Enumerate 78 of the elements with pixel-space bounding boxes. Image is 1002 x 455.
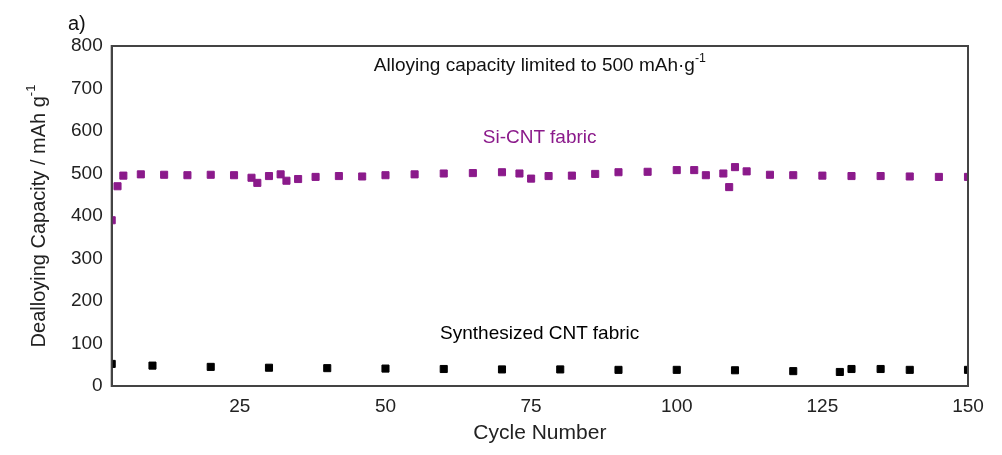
point xyxy=(730,163,740,172)
point xyxy=(672,365,681,374)
series-label: Si-CNT fabric xyxy=(482,125,597,147)
y-axis-title: Dealloying Capacity / mAh g-1 xyxy=(23,84,50,348)
point xyxy=(789,367,798,376)
point xyxy=(468,169,477,178)
point xyxy=(439,364,448,374)
point xyxy=(381,171,390,180)
point xyxy=(527,174,536,183)
point xyxy=(497,365,507,374)
point xyxy=(789,171,798,180)
point xyxy=(410,170,419,179)
point xyxy=(136,170,145,179)
y-tick-label: 300 xyxy=(71,246,103,268)
point xyxy=(515,169,524,178)
point xyxy=(905,172,914,181)
point xyxy=(276,170,285,179)
point xyxy=(876,172,885,181)
x-axis-title: Cycle Number xyxy=(473,420,607,444)
point xyxy=(591,169,600,178)
point xyxy=(264,363,274,372)
point xyxy=(672,166,681,175)
x-tick-label: 100 xyxy=(660,394,693,416)
point xyxy=(614,168,623,177)
y-tick-label: 0 xyxy=(92,374,103,396)
point xyxy=(497,168,507,177)
point xyxy=(567,171,576,180)
y-tick-label: 800 xyxy=(71,34,103,56)
point xyxy=(439,169,448,178)
y-tick-label: 400 xyxy=(71,204,103,226)
point xyxy=(544,172,553,181)
point xyxy=(701,171,710,180)
point xyxy=(148,361,157,370)
point xyxy=(614,365,623,374)
point xyxy=(847,172,856,181)
point xyxy=(725,183,734,192)
point xyxy=(206,362,215,371)
point xyxy=(253,178,262,187)
point xyxy=(358,172,367,181)
point xyxy=(206,170,215,179)
y-tick-label: 100 xyxy=(71,331,103,353)
y-tick-label: 700 xyxy=(71,76,103,98)
point xyxy=(905,365,914,374)
point xyxy=(730,366,740,375)
point xyxy=(847,364,856,374)
point xyxy=(323,364,332,373)
point xyxy=(113,182,122,191)
point xyxy=(742,167,751,176)
point xyxy=(556,365,565,374)
chart-title: a) xyxy=(68,11,86,34)
point xyxy=(183,171,192,180)
point xyxy=(719,169,728,178)
x-tick-label: 50 xyxy=(374,394,397,416)
point xyxy=(229,171,239,180)
series-label: Synthesized CNT fabric xyxy=(440,322,640,344)
y-tick-label: 200 xyxy=(71,289,103,311)
y-tick-label: 600 xyxy=(71,119,103,141)
point xyxy=(294,174,303,184)
point xyxy=(311,172,320,181)
point xyxy=(381,364,390,373)
point xyxy=(876,364,885,374)
point xyxy=(690,166,699,175)
x-tick-label: 25 xyxy=(229,394,251,416)
x-tick-label: 150 xyxy=(952,394,984,416)
point xyxy=(835,367,844,377)
point xyxy=(934,172,943,181)
y-tick-label: 500 xyxy=(71,161,103,183)
x-tick-label: 75 xyxy=(520,394,542,416)
point xyxy=(282,176,291,185)
x-tick-label: 125 xyxy=(806,394,839,416)
point xyxy=(765,170,774,179)
point xyxy=(264,172,274,181)
point xyxy=(643,167,652,176)
point xyxy=(160,170,169,179)
point xyxy=(334,172,343,181)
point xyxy=(247,173,256,182)
point xyxy=(119,171,128,180)
point xyxy=(818,171,827,180)
